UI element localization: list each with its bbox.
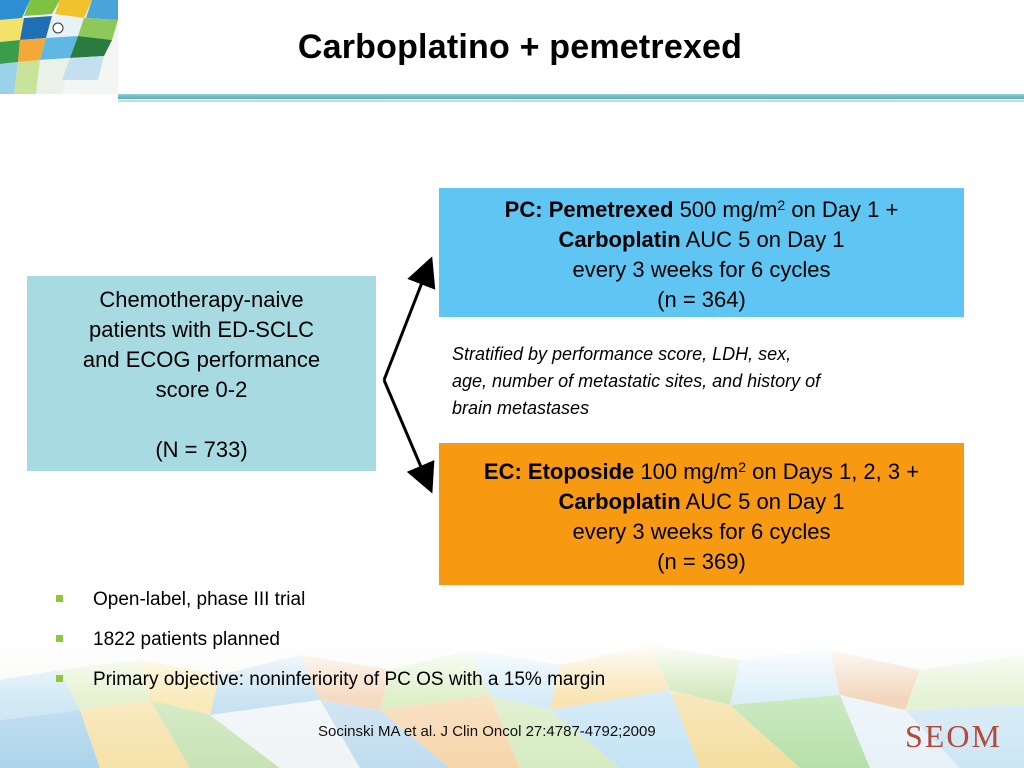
seom-logo: SEOM	[905, 718, 1002, 754]
bullet-item: Open-label, phase III trial	[52, 580, 752, 620]
pc-dose-2: AUC 5 on Day 1	[685, 227, 845, 252]
ec-arm-box: EC: Etoposide 100 mg/m2 on Days 1, 2, 3 …	[439, 443, 964, 585]
bullet-item: 1822 patients planned	[52, 620, 752, 660]
mosaic-decoration-bottom	[0, 640, 1024, 768]
arrow-to-pc	[382, 256, 436, 381]
ec-dose-2: AUC 5 on Day 1	[685, 489, 845, 514]
bullet-square-icon	[56, 595, 63, 602]
bullet-list: Open-label, phase III trial 1822 patient…	[52, 580, 752, 700]
slide-title: Carboplatino + pemetrexed	[297, 28, 743, 66]
pc-arm-label: PC:	[504, 197, 543, 222]
ec-line-2: Carboplatin AUC 5 on Day 1	[439, 487, 964, 517]
stratification-line-1: Stratified by performance score, LDH, se…	[452, 344, 792, 364]
pc-arm-box: PC: Pemetrexed 500 mg/m2 on Day 1 + Carb…	[439, 188, 964, 317]
spacer	[27, 405, 376, 435]
bullet-text: 1822 patients planned	[93, 629, 280, 650]
pc-day-1: on Day 1 +	[791, 197, 899, 222]
stratification-note: Stratified by performance score, LDH, se…	[452, 341, 942, 422]
title-divider-thin	[118, 100, 1024, 102]
ec-dose-1: 100 mg/m	[640, 459, 739, 484]
bullet-text: Open-label, phase III trial	[93, 589, 306, 610]
pc-n: (n = 364)	[657, 287, 746, 312]
ec-dose-superscript: 2	[738, 459, 747, 475]
bullet-square-icon	[56, 635, 63, 642]
population-box: Chemotherapy-naive patients with ED-SCLC…	[27, 276, 376, 471]
ec-drug-1: Etoposide	[527, 459, 635, 484]
bullet-item: Primary objective: noninferiority of PC …	[52, 660, 752, 700]
pc-line-2: Carboplatin AUC 5 on Day 1	[439, 225, 964, 255]
pc-line-1: PC: Pemetrexed 500 mg/m2 on Day 1 +	[439, 195, 964, 225]
population-line-1: Chemotherapy-naive	[99, 287, 304, 312]
pc-dose-1: 500 mg/m	[679, 197, 778, 222]
ec-arm-label: EC:	[483, 459, 522, 484]
ec-n: (n = 369)	[657, 549, 746, 574]
arrow-to-ec	[382, 379, 435, 494]
pc-drug-1: Pemetrexed	[548, 197, 674, 222]
pc-schedule: every 3 weeks for 6 cycles	[572, 257, 831, 282]
bullet-text: Primary objective: noninferiority of PC …	[93, 669, 606, 690]
title-divider	[118, 94, 1024, 99]
stratification-line-2: age, number of metastatic sites, and his…	[452, 371, 821, 391]
pc-dose-superscript: 2	[777, 197, 786, 213]
population-n: (N = 733)	[155, 437, 248, 462]
citation: Socinski MA et al. J Clin Oncol 27:4787-…	[318, 723, 656, 740]
pc-drug-2: Carboplatin	[558, 227, 681, 252]
ec-day-1: on Days 1, 2, 3 +	[752, 459, 920, 484]
ec-drug-2: Carboplatin	[558, 489, 681, 514]
ec-schedule: every 3 weeks for 6 cycles	[572, 519, 831, 544]
population-line-4: score 0-2	[155, 377, 248, 402]
ec-line-1: EC: Etoposide 100 mg/m2 on Days 1, 2, 3 …	[439, 457, 964, 487]
population-line-2: patients with ED-SCLC	[89, 317, 314, 342]
population-line-3: and ECOG performance	[82, 347, 321, 372]
mosaic-decoration-top	[0, 0, 118, 94]
bullet-square-icon	[56, 675, 63, 682]
stratification-line-3: brain metastases	[452, 398, 590, 418]
